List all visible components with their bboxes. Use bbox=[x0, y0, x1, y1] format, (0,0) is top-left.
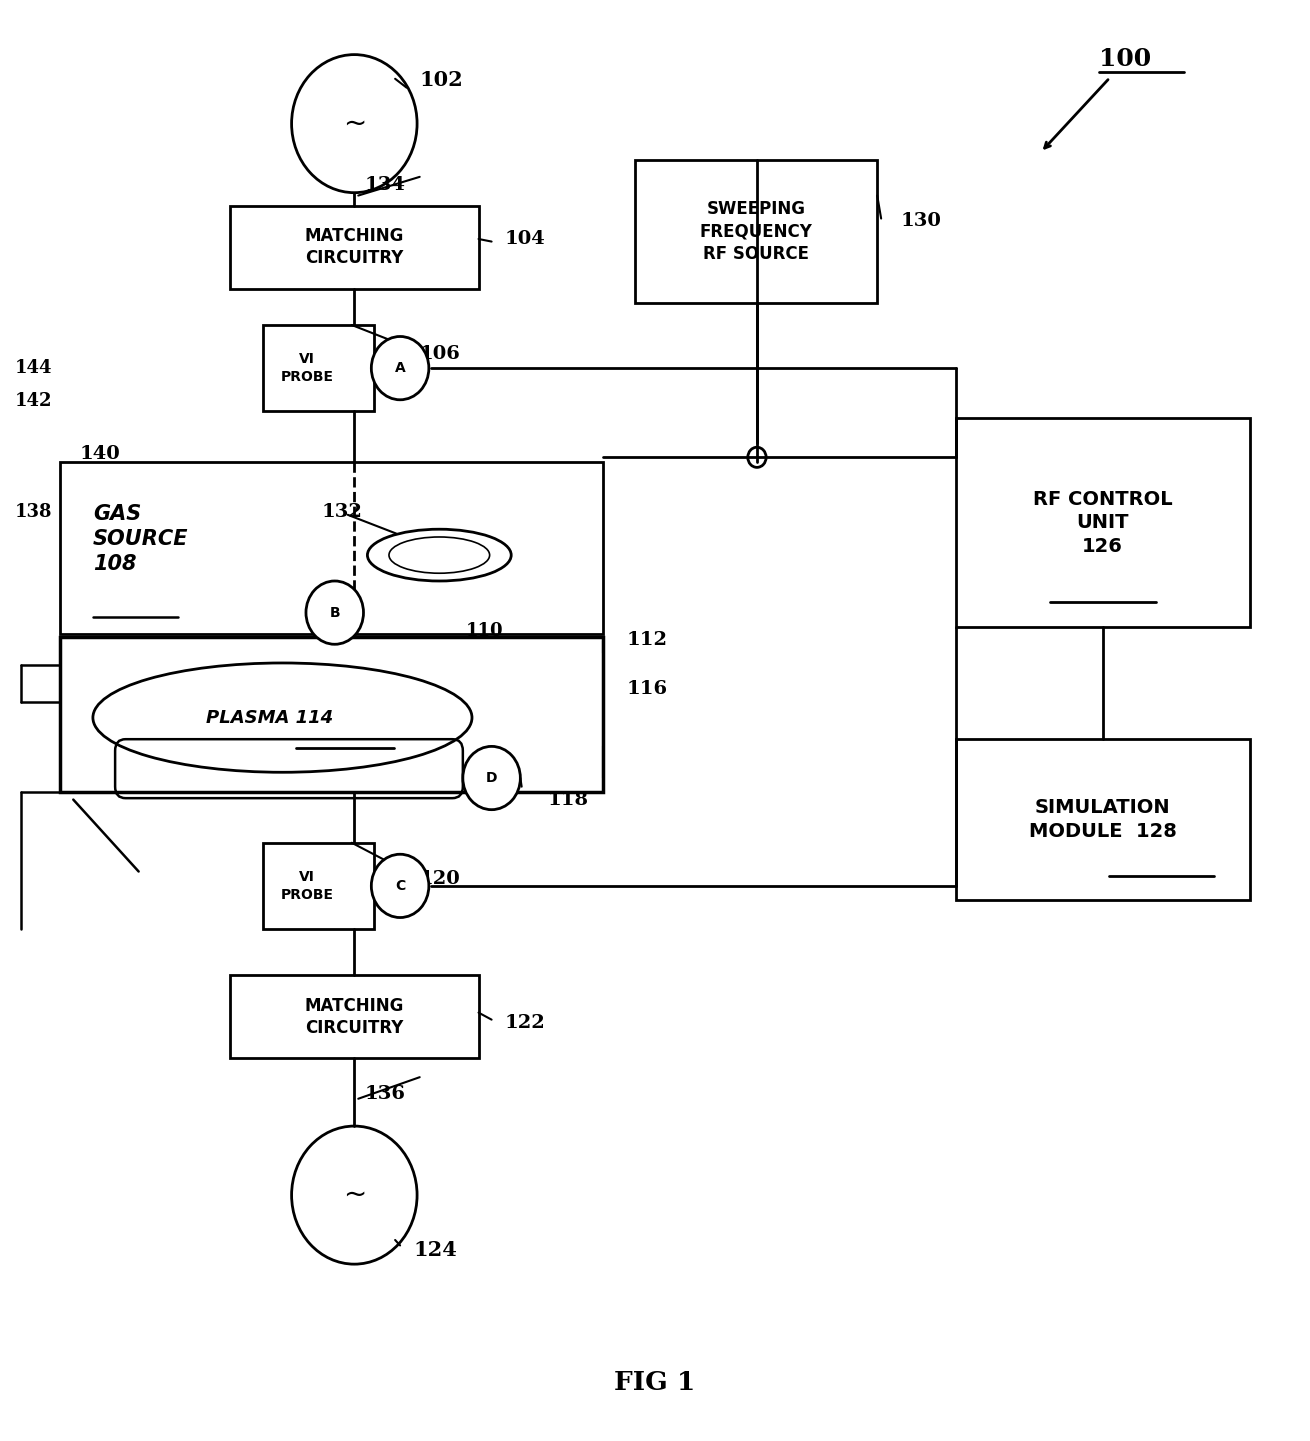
Bar bbox=[231, 206, 478, 290]
Text: RF CONTROL
UNIT
126: RF CONTROL UNIT 126 bbox=[1032, 490, 1172, 556]
Text: C: C bbox=[396, 879, 405, 893]
Bar bbox=[956, 418, 1250, 627]
Text: PLASMA 114: PLASMA 114 bbox=[206, 709, 333, 726]
Text: 144: 144 bbox=[14, 359, 52, 378]
Text: 118: 118 bbox=[548, 791, 588, 808]
Text: 110: 110 bbox=[465, 623, 503, 640]
Circle shape bbox=[371, 855, 428, 918]
Text: 138: 138 bbox=[14, 503, 52, 522]
Text: B: B bbox=[329, 605, 341, 620]
Text: MATCHING
CIRCUITRY: MATCHING CIRCUITRY bbox=[305, 997, 403, 1038]
Text: 100: 100 bbox=[1099, 48, 1151, 71]
Text: 130: 130 bbox=[901, 212, 942, 231]
Bar bbox=[263, 326, 373, 411]
Bar bbox=[635, 160, 878, 304]
Text: 136: 136 bbox=[364, 1085, 406, 1104]
Text: 116: 116 bbox=[626, 680, 667, 697]
Text: 104: 104 bbox=[504, 229, 545, 248]
Text: 102: 102 bbox=[419, 71, 464, 91]
Text: 134: 134 bbox=[364, 176, 406, 195]
Text: 142: 142 bbox=[14, 392, 52, 411]
Circle shape bbox=[307, 581, 363, 644]
Bar bbox=[263, 843, 373, 929]
Text: 122: 122 bbox=[504, 1013, 545, 1032]
Text: 132: 132 bbox=[322, 503, 363, 522]
Text: A: A bbox=[394, 362, 406, 375]
Bar bbox=[60, 637, 603, 793]
Bar bbox=[231, 976, 478, 1059]
Text: VI
PROBE: VI PROBE bbox=[280, 353, 334, 383]
Text: ~: ~ bbox=[343, 1182, 365, 1209]
Text: SWEEPING
FREQUENCY
RF SOURCE: SWEEPING FREQUENCY RF SOURCE bbox=[700, 200, 812, 262]
Bar bbox=[956, 739, 1250, 901]
Text: 112: 112 bbox=[626, 631, 667, 648]
Text: FIG 1: FIG 1 bbox=[614, 1369, 696, 1395]
Text: GAS
SOURCE
108: GAS SOURCE 108 bbox=[93, 504, 189, 574]
Text: VI
PROBE: VI PROBE bbox=[280, 870, 334, 902]
Text: D: D bbox=[486, 771, 498, 785]
Circle shape bbox=[371, 337, 428, 399]
Circle shape bbox=[462, 746, 520, 810]
Text: ~: ~ bbox=[343, 110, 365, 138]
Text: 120: 120 bbox=[419, 870, 460, 888]
Text: 106: 106 bbox=[419, 344, 461, 363]
Text: 124: 124 bbox=[413, 1239, 457, 1259]
Text: MATCHING
CIRCUITRY: MATCHING CIRCUITRY bbox=[305, 228, 403, 268]
Text: SIMULATION
MODULE  128: SIMULATION MODULE 128 bbox=[1028, 798, 1176, 842]
Text: 140: 140 bbox=[80, 445, 121, 464]
Bar bbox=[60, 461, 603, 634]
